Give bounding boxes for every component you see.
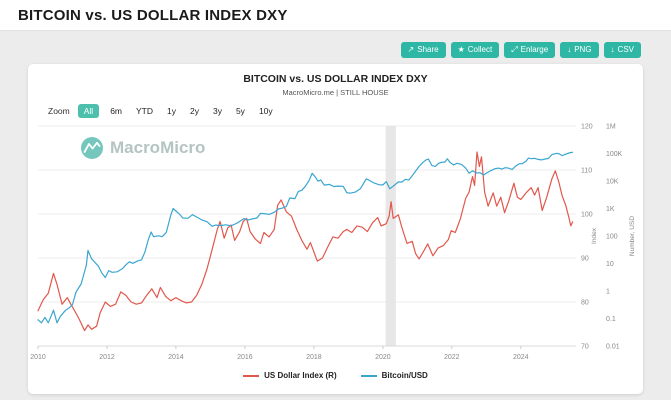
usd-tick-label: 1 (606, 289, 610, 296)
page-title: BITCOIN vs. US DOLLAR INDEX DXY (18, 6, 288, 24)
x-tick-label: 2018 (306, 354, 322, 361)
index-axis-title: Index (591, 227, 598, 244)
x-tick-label: 2012 (99, 354, 115, 361)
zoom-2y-button[interactable]: 2y (187, 104, 202, 118)
usd-tick-label: 100 (606, 234, 618, 241)
zoom-10y-button[interactable]: 10y (256, 104, 276, 118)
png-download-button[interactable]: ↓ PNG (560, 42, 599, 58)
x-tick-label: 2014 (168, 354, 184, 361)
usd-tick-label: 100K (606, 151, 623, 158)
zoom-controls: Zoom All 6m YTD 1y 2y 3y 5y 10y (28, 97, 643, 119)
x-tick-label: 2024 (513, 354, 529, 361)
x-tick-label: 2010 (30, 354, 46, 361)
dxy-series-line (37, 151, 574, 332)
btc-series-line (37, 151, 574, 324)
index-tick-label: 100 (581, 212, 593, 219)
chart-title: BITCOIN vs. US DOLLAR INDEX DXY (243, 73, 428, 85)
usd-tick-label: 0.01 (606, 344, 620, 351)
zoom-label: Zoom (48, 106, 70, 116)
zoom-1y-button[interactable]: 1y (164, 104, 179, 118)
chart-toolbar: ↗ Share ★ Collect ⤢ Enlarge ↓ PNG ↓ CSV (0, 31, 671, 64)
chart-subtitle: MacroMicro.me | STILL HOUSE (282, 88, 389, 97)
index-tick-label: 80 (581, 300, 589, 307)
x-tick-label: 2016 (237, 354, 253, 361)
zoom-3y-button[interactable]: 3y (210, 104, 225, 118)
app-header: BITCOIN vs. US DOLLAR INDEX DXY (0, 0, 671, 31)
share-icon: ↗ (407, 45, 415, 54)
usd-tick-label: 0.1 (606, 316, 616, 323)
index-tick-label: 70 (581, 344, 589, 351)
enlarge-icon: ⤢ (511, 45, 518, 54)
chart-area: 2010 2012 2014 2016 2018 2020 2022 2024 120 110 10… (28, 120, 643, 370)
download-icon: ↓ (610, 45, 615, 54)
share-button[interactable]: ↗ Share (400, 42, 446, 58)
legend-label-btc: Bitcoin/USD (381, 371, 428, 380)
usd-tick-label: 10K (606, 179, 619, 186)
usd-tick-label: 10 (606, 261, 614, 268)
png-button-label: PNG (574, 45, 592, 54)
zoom-ytd-button[interactable]: YTD (133, 104, 156, 118)
csv-button-label: CSV (617, 45, 634, 54)
zoom-6m-button[interactable]: 6m (107, 104, 125, 118)
usd-axis-title: Number, USD (629, 216, 636, 256)
index-tick-label: 90 (581, 256, 589, 263)
legend-label-dxy: US Dollar Index (R) (264, 371, 337, 380)
btc-line-swatch (360, 374, 377, 377)
enlarge-button-label: Enlarge (520, 45, 549, 54)
enlarge-button[interactable]: ⤢ Enlarge (504, 42, 556, 58)
star-icon: ★ (457, 45, 465, 54)
share-button-label: Share (417, 45, 439, 54)
zoom-all-button[interactable]: All (77, 104, 100, 118)
collect-button-label: Collect (467, 45, 493, 54)
download-icon: ↓ (567, 45, 572, 54)
collect-button[interactable]: ★ Collect (450, 42, 500, 58)
x-tick-label: 2022 (444, 354, 460, 361)
chart-canvas[interactable]: 2010 2012 2014 2016 2018 2020 2022 202412011010… (28, 120, 643, 370)
index-tick-label: 110 (581, 168, 592, 175)
chart-legend: US Dollar Index (R) Bitcoin/USD (28, 371, 643, 380)
usd-tick-label: 1K (606, 206, 615, 213)
chart-card: BITCOIN vs. US DOLLAR INDEX DXY MacroMic… (28, 64, 643, 394)
legend-item-btc[interactable]: Bitcoin/USD (360, 371, 428, 380)
recession-band (385, 126, 396, 346)
index-tick-label: 120 (581, 124, 593, 131)
csv-download-button[interactable]: ↓ CSV (603, 42, 641, 58)
zoom-5y-button[interactable]: 5y (233, 104, 248, 118)
x-tick-label: 2020 (375, 354, 391, 361)
dxy-line-swatch (243, 374, 260, 377)
legend-item-dxy[interactable]: US Dollar Index (R) (243, 371, 337, 380)
usd-tick-label: 1M (606, 124, 616, 131)
